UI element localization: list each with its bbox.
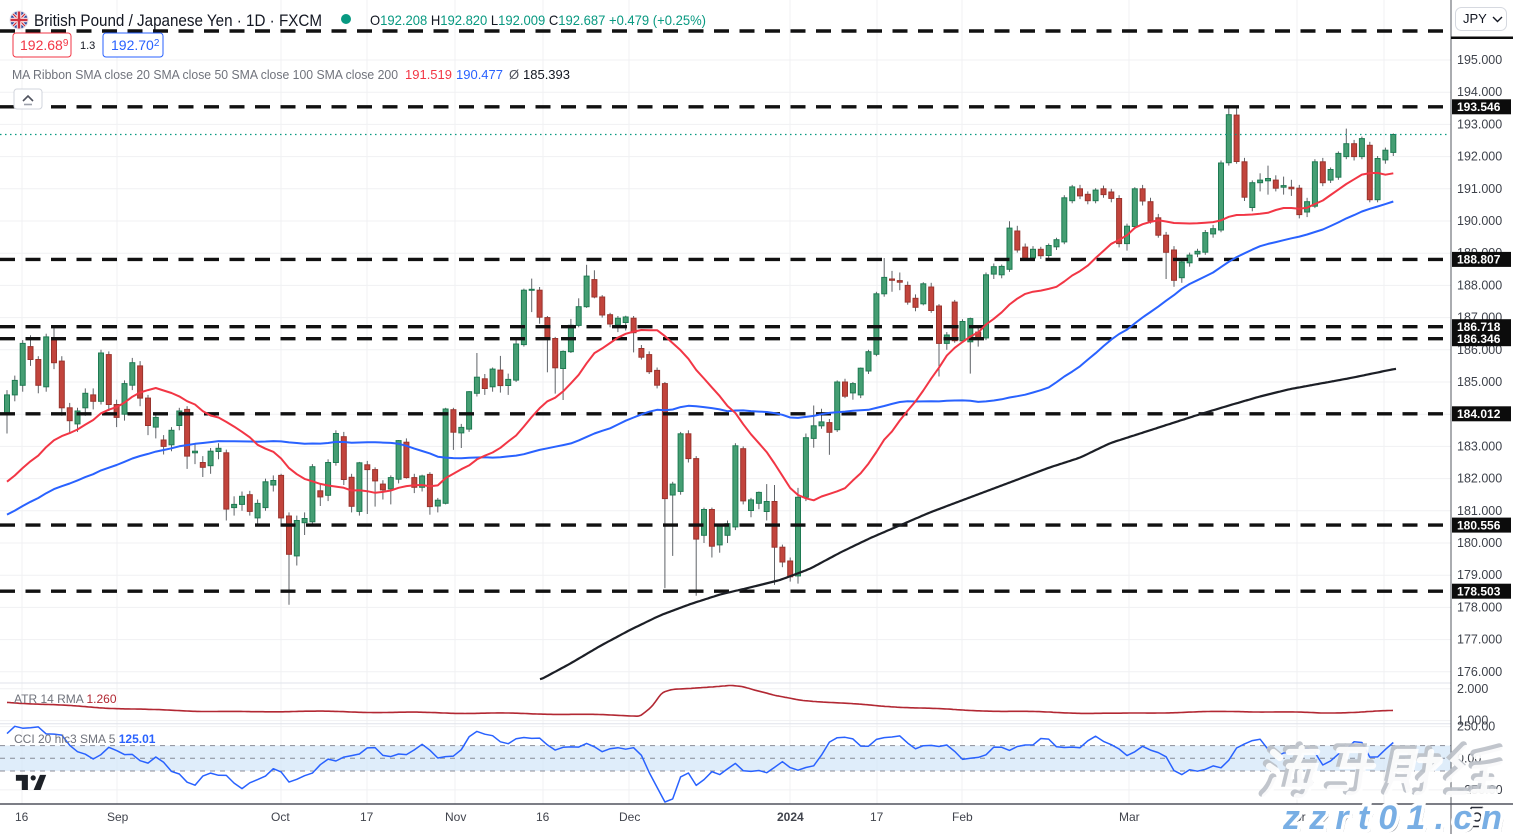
- svg-text:188.000: 188.000: [1457, 278, 1502, 292]
- svg-text:CCI 20 hlc3 SMA 5 125.01: CCI 20 hlc3 SMA 5 125.01: [14, 732, 156, 746]
- svg-text:z z r t 0 1 . c n: z z r t 0 1 . c n: [1282, 799, 1502, 834]
- svg-text:16: 16: [15, 810, 29, 824]
- svg-text:16: 16: [1377, 810, 1391, 824]
- svg-text:192.689: 192.689: [20, 37, 69, 53]
- svg-text:Apr: Apr: [1287, 810, 1306, 824]
- svg-text:1.3: 1.3: [80, 40, 95, 52]
- svg-text:Dec: Dec: [619, 810, 640, 824]
- svg-text:Oct: Oct: [271, 810, 290, 824]
- svg-text:195.000: 195.000: [1457, 53, 1502, 67]
- svg-text:191.000: 191.000: [1457, 182, 1502, 196]
- svg-text:186.346: 186.346: [1457, 332, 1501, 346]
- svg-text:JPY: JPY: [1463, 11, 1487, 26]
- svg-text:182.000: 182.000: [1457, 472, 1502, 486]
- svg-text:186.718: 186.718: [1457, 320, 1501, 334]
- svg-text:2.000: 2.000: [1457, 682, 1488, 696]
- svg-text:1.000: 1.000: [1457, 714, 1488, 728]
- svg-text:O192.208 H192.820 L192.009 C19: O192.208 H192.820 L192.009 C192.687 +0.4…: [370, 12, 706, 28]
- svg-text:Feb: Feb: [952, 810, 973, 824]
- svg-text:16: 16: [536, 810, 550, 824]
- svg-text:Ø: Ø: [509, 67, 519, 82]
- svg-text:Sep: Sep: [107, 810, 129, 824]
- svg-text:191.519: 191.519: [405, 67, 452, 82]
- svg-text:177.000: 177.000: [1457, 633, 1502, 647]
- svg-text:181.000: 181.000: [1457, 504, 1502, 518]
- svg-text:188.807: 188.807: [1457, 253, 1501, 267]
- svg-text:ATR 14 RMA 1.260: ATR 14 RMA 1.260: [14, 692, 117, 706]
- svg-text:178.503: 178.503: [1457, 584, 1501, 598]
- svg-text:190.000: 190.000: [1457, 214, 1502, 228]
- svg-text:176.000: 176.000: [1457, 665, 1502, 679]
- svg-text:Mar: Mar: [1119, 810, 1140, 824]
- svg-text:17: 17: [870, 810, 884, 824]
- svg-text:250.00: 250.00: [1457, 720, 1495, 734]
- svg-text:192.702: 192.702: [111, 37, 160, 53]
- svg-text:183.000: 183.000: [1457, 439, 1502, 453]
- svg-text:z z r t 0 1 . c n: z z r t 0 1 . c n: [1282, 799, 1502, 834]
- svg-text:186.000: 186.000: [1457, 343, 1502, 357]
- svg-text:185.000: 185.000: [1457, 375, 1502, 389]
- svg-text:184.012: 184.012: [1457, 407, 1501, 421]
- svg-text:MA Ribbon SMA close 20 SMA clo: MA Ribbon SMA close 20 SMA close 50 SMA …: [12, 67, 398, 82]
- svg-text:z z r t 0 1 . c n: z z r t 0 1 . c n: [1285, 802, 1505, 834]
- svg-text:179.000: 179.000: [1457, 568, 1502, 582]
- svg-text:178.000: 178.000: [1457, 600, 1502, 614]
- svg-text:17: 17: [360, 810, 374, 824]
- svg-text:180.556: 180.556: [1457, 518, 1501, 532]
- svg-text:192.000: 192.000: [1457, 150, 1502, 164]
- svg-text:British Pound / Japanese Yen ·: British Pound / Japanese Yen · 1D · FXCM: [34, 11, 322, 30]
- svg-text:2024: 2024: [777, 810, 804, 824]
- svg-text:193.000: 193.000: [1457, 117, 1502, 131]
- svg-text:185.393: 185.393: [523, 67, 570, 82]
- svg-text:190.477: 190.477: [456, 67, 503, 82]
- svg-text:193.546: 193.546: [1457, 100, 1501, 114]
- svg-text:Nov: Nov: [445, 810, 466, 824]
- svg-text:194.000: 194.000: [1457, 85, 1502, 99]
- svg-text:180.000: 180.000: [1457, 536, 1502, 550]
